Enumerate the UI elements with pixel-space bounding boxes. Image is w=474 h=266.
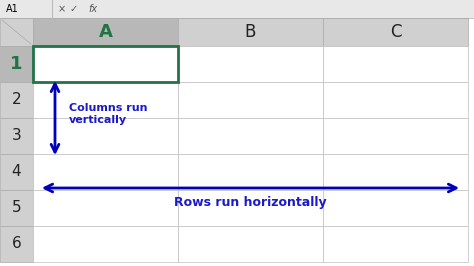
Bar bbox=[178, 18, 323, 46]
Bar bbox=[178, 118, 323, 154]
Bar bbox=[33, 82, 178, 118]
Bar bbox=[323, 226, 468, 262]
Bar bbox=[178, 46, 323, 82]
Bar bbox=[178, 154, 323, 190]
Bar bbox=[0, 46, 33, 82]
Bar bbox=[178, 190, 323, 226]
Bar bbox=[323, 118, 468, 154]
Text: 1: 1 bbox=[10, 55, 23, 73]
Text: Columns run
vertically: Columns run vertically bbox=[69, 103, 147, 125]
Text: ✓: ✓ bbox=[70, 4, 78, 14]
Bar bbox=[0, 82, 33, 118]
Text: 4: 4 bbox=[12, 164, 21, 180]
Bar bbox=[0, 154, 33, 190]
Bar bbox=[178, 226, 323, 262]
Bar bbox=[0, 0, 474, 18]
Bar bbox=[0, 18, 33, 46]
Bar bbox=[323, 190, 468, 226]
Bar bbox=[33, 190, 178, 226]
Bar bbox=[178, 82, 323, 118]
Bar bbox=[323, 154, 468, 190]
Text: A1: A1 bbox=[6, 4, 19, 14]
Text: 5: 5 bbox=[12, 201, 21, 215]
Text: 6: 6 bbox=[12, 236, 21, 251]
Bar bbox=[33, 46, 178, 82]
Bar bbox=[33, 226, 178, 262]
Text: 2: 2 bbox=[12, 93, 21, 107]
Bar bbox=[0, 190, 33, 226]
Text: fx: fx bbox=[88, 4, 97, 14]
Bar bbox=[33, 154, 178, 190]
Text: ×: × bbox=[58, 4, 66, 14]
Bar bbox=[33, 18, 178, 46]
Text: A: A bbox=[99, 23, 112, 41]
Text: C: C bbox=[390, 23, 401, 41]
Text: B: B bbox=[245, 23, 256, 41]
Text: 3: 3 bbox=[12, 128, 21, 143]
Bar bbox=[0, 118, 33, 154]
Bar bbox=[323, 18, 468, 46]
Text: Rows run horizontally: Rows run horizontally bbox=[174, 196, 327, 209]
Bar bbox=[33, 118, 178, 154]
Bar bbox=[323, 46, 468, 82]
Bar bbox=[0, 226, 33, 262]
Bar bbox=[323, 82, 468, 118]
